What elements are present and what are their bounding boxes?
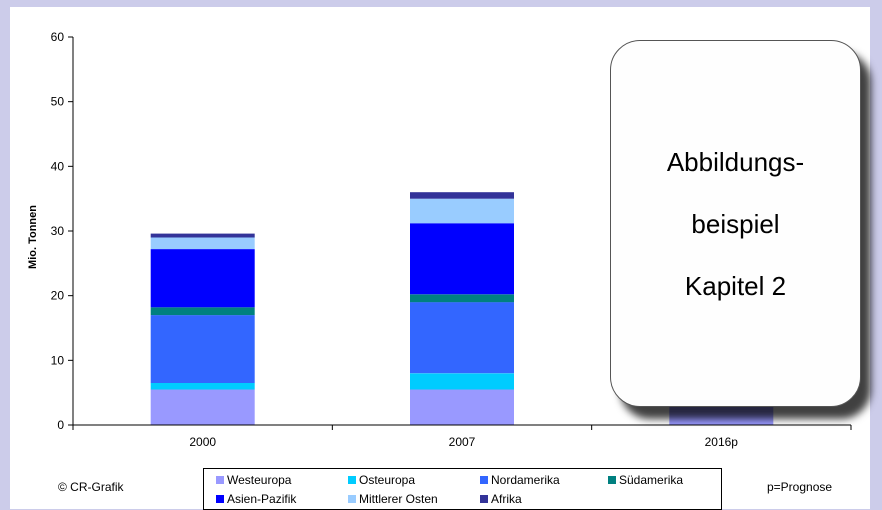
legend-label: Asien-Pazifik xyxy=(227,492,297,506)
legend-item-nordamerika: Nordamerika xyxy=(480,472,608,487)
chart-frame: 2000 2007 2016p 0 10 20 30 40 50 60 Mio. Tonnen ©… xyxy=(10,7,870,510)
bar-2007-asien-pazifik xyxy=(410,223,514,295)
figure-example-box: Abbildungs- beispiel Kapitel 2 xyxy=(610,40,861,407)
bar-2007-westeuropa xyxy=(410,389,514,425)
legend-label: Nordamerika xyxy=(491,472,560,487)
bar-2007-afrika xyxy=(410,192,514,199)
legend-swatch xyxy=(480,475,488,484)
prognose-note: p=Prognose xyxy=(767,480,833,494)
overlay-line-1: Abbildungs- xyxy=(666,146,805,177)
y-tick-label: 20 xyxy=(51,289,65,303)
chart-legend: Westeuropa Osteuropa Nordamerika Südamerika… xyxy=(203,468,722,510)
bar-2000-afrika xyxy=(150,233,255,238)
bar-2000-mittlerer-osten xyxy=(150,237,255,250)
bar-2007-s-damerika xyxy=(410,294,514,303)
y-tick-label: 0 xyxy=(57,418,64,432)
x-tick-label: 2016p xyxy=(705,435,739,449)
legend-label: Südamerika xyxy=(619,472,684,487)
overlay-line-2: beispiel xyxy=(691,208,780,239)
legend-item-mittlerer-osten: Mittlerer Osten xyxy=(348,492,480,507)
y-tick-label: 30 xyxy=(51,224,65,238)
legend-label: Mittlerer Osten xyxy=(359,492,438,506)
legend-swatch xyxy=(348,475,356,484)
legend-label: Afrika xyxy=(491,492,522,506)
legend-swatch xyxy=(216,475,224,484)
bar-2007-mittlerer-osten xyxy=(410,198,514,224)
bar-2000-s-damerika xyxy=(150,307,255,316)
bar-2000-nordamerika xyxy=(150,315,255,383)
y-tick-label: 60 xyxy=(51,30,65,44)
legend-item-s-damerika: Südamerika xyxy=(608,472,728,487)
legend-label: Westeuropa xyxy=(227,472,292,487)
y-tick-label: 50 xyxy=(51,95,65,109)
y-axis-label: Mio. Tonnen xyxy=(27,205,39,269)
legend-swatch xyxy=(480,495,488,503)
legend-swatch xyxy=(608,475,616,484)
legend-item-afrika: Afrika xyxy=(480,492,608,507)
bar-2007-nordamerika xyxy=(410,302,514,374)
x-tick-label: 2007 xyxy=(449,435,476,449)
legend-swatch xyxy=(216,495,224,503)
y-tick-label: 10 xyxy=(51,353,65,367)
bar-2007-osteuropa xyxy=(410,373,514,390)
y-tick-label: 40 xyxy=(51,159,65,173)
legend-swatch xyxy=(348,495,356,503)
x-tick-label: 2000 xyxy=(189,435,216,449)
bar-2000-asien-pazifik xyxy=(150,249,255,308)
legend-item-asien-pazifik: Asien-Pazifik xyxy=(216,492,348,507)
legend-label: Osteuropa xyxy=(359,472,416,487)
bar-2000-westeuropa xyxy=(150,389,255,425)
copyright-text: © CR-Grafik xyxy=(58,480,124,494)
legend-item-westeuropa: Westeuropa xyxy=(216,472,348,487)
bar-2000-osteuropa xyxy=(150,383,255,390)
legend-item-osteuropa: Osteuropa xyxy=(348,472,480,487)
overlay-line-3: Kapitel 2 xyxy=(684,270,787,301)
